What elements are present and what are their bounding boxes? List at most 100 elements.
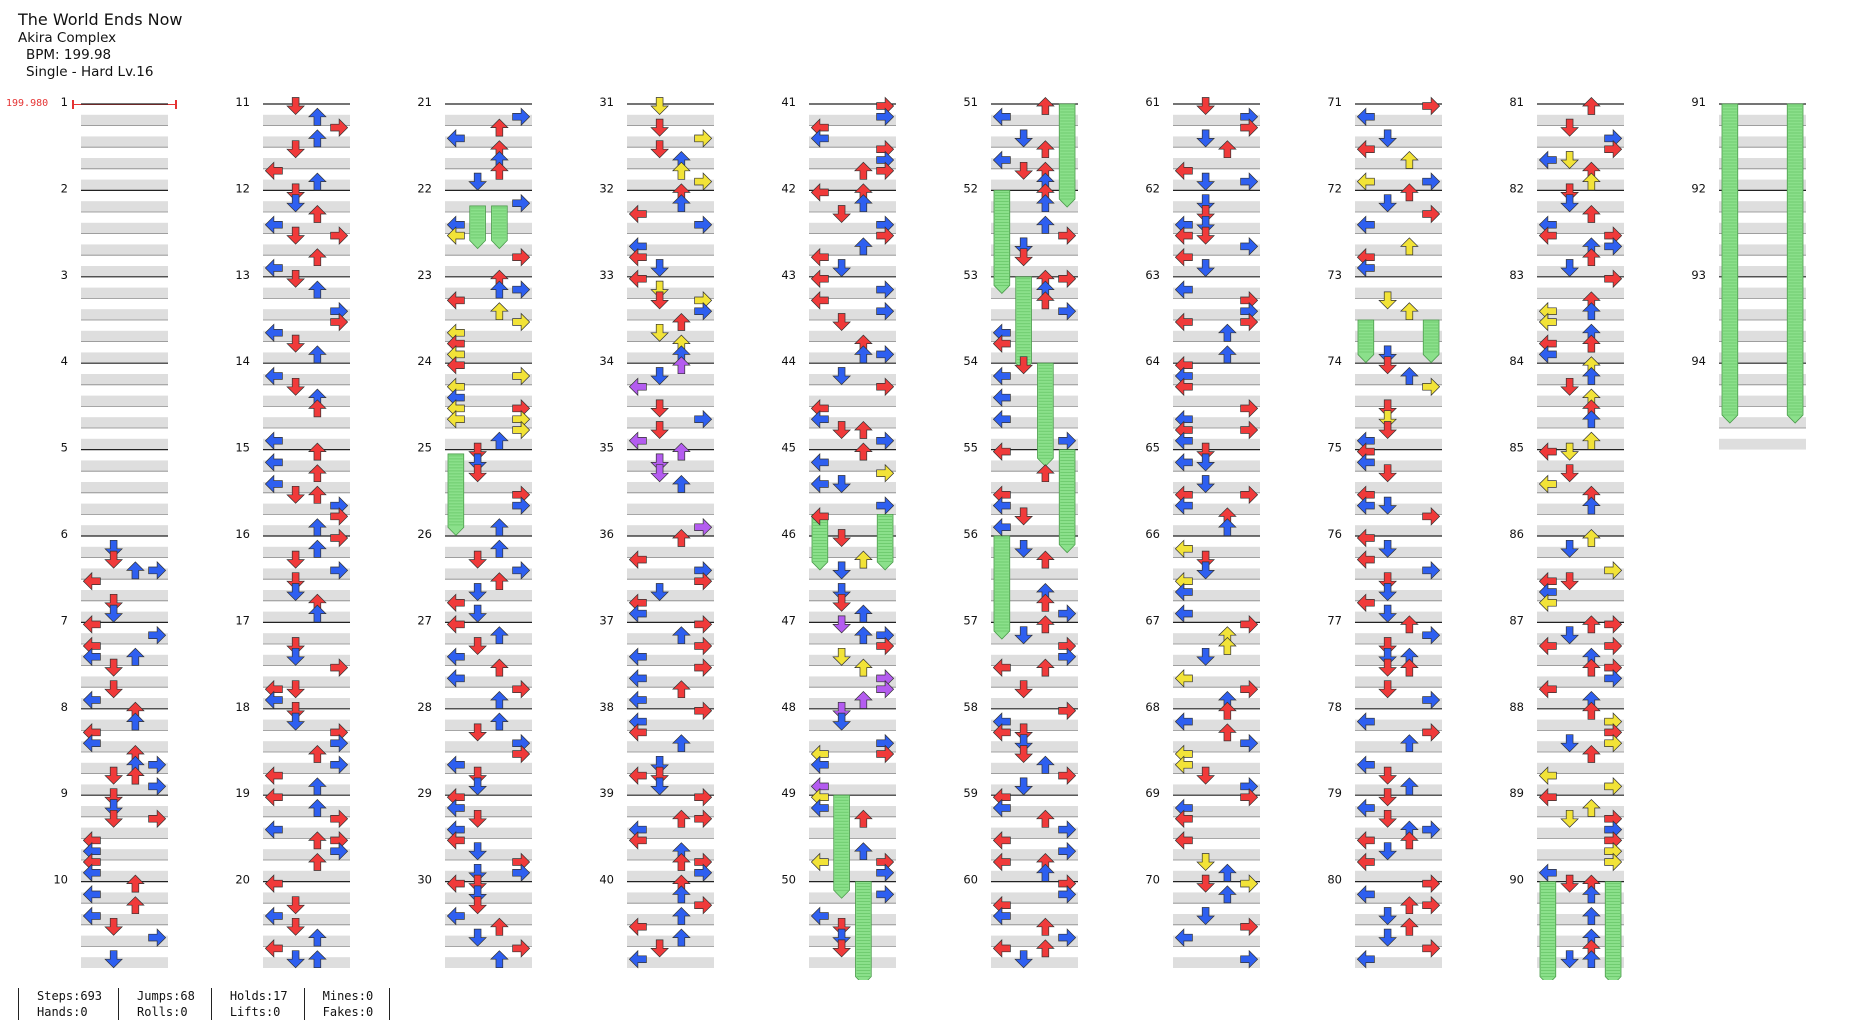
step-arrow	[1422, 172, 1441, 191]
step-arrow	[148, 928, 167, 947]
beat-shade	[627, 438, 714, 450]
measure-number: 86	[1509, 527, 1524, 541]
beat-shade	[809, 892, 896, 904]
step-arrow	[854, 345, 873, 364]
beat-shade	[81, 525, 168, 536]
step-arrow	[628, 949, 647, 969]
step-arrow	[832, 259, 851, 277]
beat-shade	[627, 417, 714, 428]
beat-shade	[809, 546, 896, 558]
step-arrow	[1356, 949, 1375, 969]
beat-shade	[1537, 352, 1624, 364]
beat-shade	[627, 870, 714, 882]
step-arrow	[82, 571, 101, 591]
beat-shade	[809, 136, 896, 148]
beat-shade	[1537, 654, 1624, 666]
step-arrow	[650, 140, 669, 159]
beat-shade	[627, 309, 714, 320]
step-arrow	[286, 377, 305, 396]
step-arrow	[1196, 453, 1215, 472]
step-arrow	[1036, 939, 1055, 958]
step-arrow	[832, 367, 851, 385]
step-arrow	[1196, 205, 1215, 223]
step-arrow	[1538, 442, 1557, 461]
beat-shade	[445, 352, 532, 364]
step-arrow	[126, 647, 145, 666]
step-arrow	[512, 107, 531, 127]
step-arrow	[1560, 809, 1579, 828]
step-arrow	[490, 658, 509, 677]
step-arrow	[330, 226, 349, 245]
measure-number: 80	[1327, 873, 1342, 887]
measure-number: 8	[61, 700, 68, 714]
beat-shade	[991, 827, 1078, 839]
step-arrow	[854, 442, 873, 461]
step-arrow	[1196, 853, 1215, 871]
beat-shade	[991, 935, 1078, 947]
step-arrow	[810, 507, 829, 526]
step-arrow	[286, 485, 305, 504]
step-arrow	[264, 258, 283, 278]
step-arrow	[1378, 809, 1397, 828]
step-arrow	[1538, 766, 1557, 785]
step-arrow	[1560, 183, 1579, 202]
beat-shade	[627, 741, 714, 752]
beat-shade	[809, 287, 896, 299]
beat-shade	[1355, 654, 1442, 666]
step-arrow	[1378, 291, 1397, 310]
beat-shade	[991, 719, 1078, 731]
step-arrow	[1356, 593, 1375, 613]
beat-shade	[263, 568, 350, 580]
beat-shade	[991, 741, 1078, 752]
beat-shade	[991, 158, 1078, 169]
step-arrow	[1582, 302, 1601, 321]
step-arrow	[1240, 172, 1259, 191]
beat-shade	[1173, 849, 1260, 860]
beat-shade	[445, 935, 532, 947]
step-arrow	[854, 658, 873, 677]
step-arrow	[330, 528, 349, 548]
beat-shade	[1355, 568, 1442, 580]
step-arrow	[1218, 140, 1237, 159]
beat-shade	[445, 676, 532, 688]
step-arrow	[1604, 615, 1623, 634]
beat-shade	[1719, 158, 1806, 169]
step-arrow	[264, 323, 283, 343]
measure-number: 1	[61, 95, 68, 109]
beat-shade	[809, 525, 896, 536]
beat-shade	[627, 633, 714, 644]
step-arrow	[876, 301, 895, 321]
step-arrow	[650, 453, 669, 472]
step-arrow	[832, 421, 851, 439]
step-arrow	[1582, 410, 1601, 429]
step-arrow	[1582, 907, 1601, 925]
beat-shade	[1537, 719, 1624, 731]
step-arrow	[1378, 539, 1397, 558]
step-arrow	[1240, 679, 1259, 699]
step-arrow	[1058, 604, 1077, 623]
step-arrow	[810, 183, 829, 202]
step-arrow	[694, 409, 713, 429]
step-arrow	[286, 950, 305, 969]
step-arrow	[1356, 528, 1375, 548]
step-arrow	[1400, 615, 1419, 634]
beat-shade	[1355, 460, 1442, 472]
step-arrow	[286, 194, 305, 213]
step-arrow	[330, 809, 349, 829]
step-arrow	[854, 161, 873, 180]
beat-shade	[1537, 633, 1624, 644]
step-arrow	[1538, 150, 1557, 170]
step-arrow	[264, 453, 283, 472]
step-arrow	[1174, 604, 1193, 623]
step-arrow	[1378, 421, 1397, 439]
step-arrow	[1036, 215, 1055, 234]
step-arrow	[1560, 151, 1579, 169]
beat-shade	[627, 352, 714, 364]
step-arrow	[810, 409, 829, 429]
step-arrow	[1400, 831, 1419, 850]
step-arrow	[628, 550, 647, 569]
beat-shade	[81, 309, 168, 320]
step-arrow	[1196, 259, 1215, 277]
step-arrow	[628, 377, 647, 397]
beat-shade	[991, 806, 1078, 817]
